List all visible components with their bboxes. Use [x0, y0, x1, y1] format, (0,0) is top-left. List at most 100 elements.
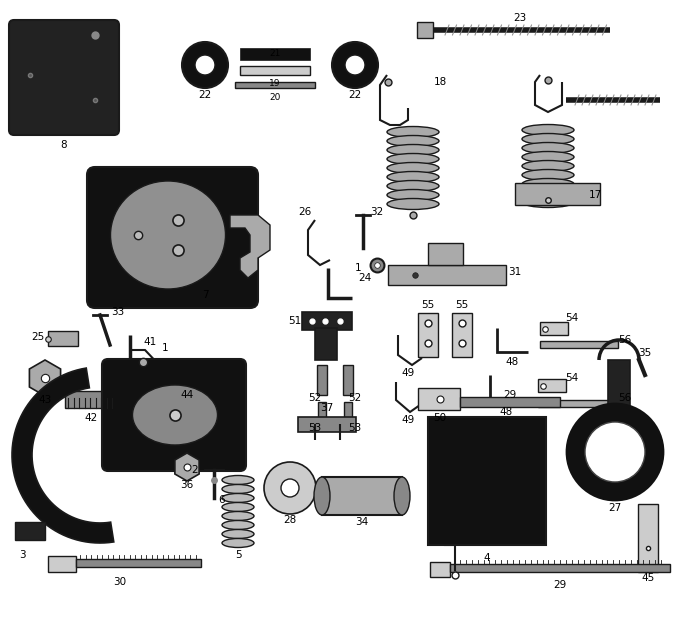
Text: 37: 37	[320, 403, 333, 413]
Circle shape	[332, 42, 378, 88]
Text: 27: 27	[608, 503, 621, 513]
Bar	[428, 243, 463, 265]
Text: 53: 53	[349, 423, 362, 433]
Bar	[638, 504, 658, 572]
Ellipse shape	[222, 502, 254, 512]
Text: 49: 49	[402, 368, 415, 378]
Ellipse shape	[522, 161, 574, 172]
Bar	[417, 22, 433, 38]
Bar	[608, 360, 630, 440]
Text: 22: 22	[198, 90, 212, 100]
Bar	[65, 391, 117, 408]
Bar	[48, 556, 76, 572]
Text: 34: 34	[356, 517, 369, 527]
Text: 1: 1	[162, 343, 168, 353]
Bar	[418, 313, 438, 357]
Ellipse shape	[132, 385, 218, 445]
Text: 56: 56	[618, 393, 632, 403]
Text: 7: 7	[202, 290, 208, 300]
Text: 36: 36	[181, 480, 194, 490]
Text: 25: 25	[32, 332, 45, 342]
Bar	[452, 313, 472, 357]
Text: 4: 4	[484, 553, 491, 563]
Text: 3: 3	[19, 550, 25, 560]
Polygon shape	[230, 215, 270, 278]
Bar	[430, 562, 450, 577]
Ellipse shape	[222, 538, 254, 548]
Ellipse shape	[522, 151, 574, 163]
Text: 19: 19	[269, 78, 280, 88]
Ellipse shape	[387, 127, 439, 137]
Ellipse shape	[387, 190, 439, 200]
Text: 49: 49	[402, 415, 415, 425]
Text: 31: 31	[508, 267, 522, 277]
Text: 41: 41	[143, 337, 156, 347]
Text: 20: 20	[269, 93, 280, 103]
Bar	[318, 402, 326, 420]
Ellipse shape	[522, 197, 574, 208]
Text: 55: 55	[455, 300, 469, 310]
Ellipse shape	[522, 124, 574, 135]
Bar	[343, 365, 353, 395]
Text: 42: 42	[84, 413, 98, 423]
Ellipse shape	[387, 180, 439, 192]
Bar	[76, 559, 201, 567]
Ellipse shape	[387, 135, 439, 146]
Text: 48: 48	[500, 407, 513, 417]
Text: 54: 54	[566, 313, 579, 323]
Bar	[302, 312, 352, 330]
Bar	[48, 331, 78, 346]
Ellipse shape	[522, 143, 574, 153]
Ellipse shape	[110, 181, 225, 289]
Ellipse shape	[387, 198, 439, 210]
Text: 24: 24	[358, 273, 371, 283]
Ellipse shape	[522, 133, 574, 145]
Text: 52: 52	[349, 393, 362, 403]
Ellipse shape	[387, 172, 439, 182]
Text: 6: 6	[218, 495, 225, 505]
Bar	[388, 265, 506, 285]
Circle shape	[585, 422, 645, 482]
Text: 8: 8	[61, 140, 68, 150]
Text: 29: 29	[553, 580, 566, 590]
Text: 29: 29	[504, 390, 517, 400]
Text: 30: 30	[114, 577, 127, 587]
Text: 48: 48	[505, 357, 519, 367]
FancyBboxPatch shape	[87, 167, 258, 308]
Ellipse shape	[222, 530, 254, 538]
Bar	[158, 376, 216, 386]
Bar	[540, 322, 568, 335]
Bar	[315, 328, 337, 360]
Text: 50: 50	[433, 413, 446, 423]
Bar	[538, 400, 618, 407]
Circle shape	[345, 55, 365, 75]
Ellipse shape	[522, 169, 574, 180]
Bar	[15, 522, 45, 540]
Text: 18: 18	[433, 77, 446, 87]
Text: 21: 21	[269, 49, 280, 59]
Bar	[538, 379, 566, 392]
Text: 51: 51	[289, 316, 302, 326]
Ellipse shape	[387, 145, 439, 156]
Ellipse shape	[222, 475, 254, 485]
Text: 22: 22	[349, 90, 362, 100]
Ellipse shape	[522, 187, 574, 198]
Circle shape	[264, 462, 316, 514]
Ellipse shape	[522, 179, 574, 190]
Ellipse shape	[222, 512, 254, 520]
Text: 56: 56	[618, 335, 632, 345]
FancyBboxPatch shape	[9, 20, 119, 135]
Text: 32: 32	[371, 207, 384, 217]
Circle shape	[195, 55, 215, 75]
Bar	[428, 417, 546, 545]
Ellipse shape	[387, 163, 439, 174]
Bar	[540, 341, 618, 348]
Text: 45: 45	[641, 573, 655, 583]
Bar	[240, 66, 310, 75]
Bar	[240, 48, 310, 60]
Text: 23: 23	[513, 13, 526, 23]
Bar	[418, 388, 460, 410]
Circle shape	[567, 404, 663, 500]
Text: 53: 53	[309, 423, 322, 433]
Ellipse shape	[222, 485, 254, 494]
